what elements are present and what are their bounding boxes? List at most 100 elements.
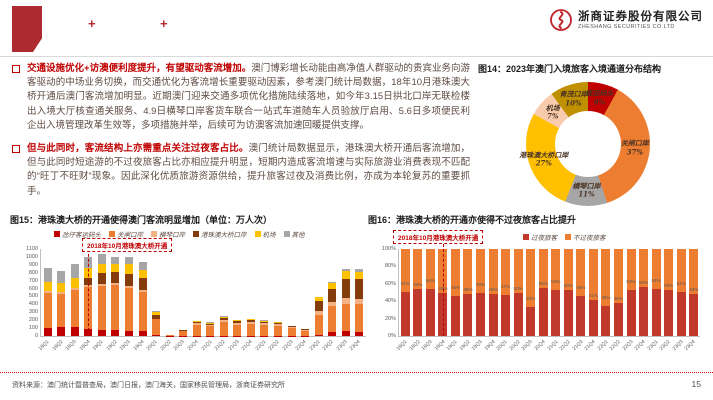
bar-segment	[488, 294, 498, 336]
y-axis-tick-label: 0%	[388, 333, 396, 339]
legend-swatch-icon	[283, 231, 290, 237]
bar-segment	[563, 289, 573, 336]
x-axis-tick-label: 22Q3	[621, 339, 635, 352]
data-label: 46%	[450, 284, 461, 290]
bar-segment	[219, 318, 228, 320]
bar-segment	[111, 272, 120, 283]
bar-segment	[70, 288, 79, 291]
data-label: 51%	[400, 280, 410, 286]
bar-segment	[57, 293, 66, 327]
bullet-1-lead: 交通设施优化+访澳便利度提升，有望驱动客流增加。	[27, 63, 252, 74]
figure-16-panel: 图16：港珠澳大桥的开通亦使得不过夜旅客占比提升 过夜旅客 不过夜旅客 0% 20%…	[368, 213, 708, 371]
bar-segment	[341, 297, 350, 304]
legend-label: 其他	[291, 231, 305, 239]
bar-segment	[111, 256, 120, 264]
bar-segment	[273, 322, 282, 323]
bar-segment	[125, 285, 134, 288]
body-text-block: 交通设施优化+访澳便利度提升，有望驱动客流增加。澳门博彩增长动能由高净值人群驱动…	[12, 62, 470, 208]
y-axis-tick-label: 600	[28, 285, 38, 292]
y-axis-tick-label: 60%	[384, 280, 396, 287]
bar-segment	[287, 327, 296, 329]
x-axis-tick-label: 19Q2	[105, 339, 119, 352]
pie-slice-label: 港珠澳大桥口岸 27%	[519, 150, 569, 168]
stacked-bar-18Q2	[57, 270, 66, 336]
bar-segment	[676, 249, 686, 292]
bar-segment	[513, 249, 523, 293]
x-axis-tick-label: 18Q2	[51, 339, 65, 352]
legend-item: 关闸口岸	[109, 229, 143, 239]
bar-segment	[526, 307, 536, 336]
x-axis-tick-label: 21Q3	[227, 339, 241, 352]
bar-segment	[301, 329, 310, 331]
figure-16-legend: 过夜旅客 不过夜旅客	[523, 232, 606, 242]
bar-segment	[70, 290, 79, 327]
bar-segment	[538, 288, 548, 336]
company-name-en: ZHESHANG SECURITIES CO.LTD	[578, 23, 675, 30]
x-axis-tick-label: 18Q2	[408, 339, 422, 352]
bar-segment	[138, 289, 147, 292]
bar-segment	[125, 330, 134, 336]
bar-segment	[676, 291, 686, 336]
stacked-bar-23Q3	[341, 268, 350, 336]
source-note: 资料来源：澳门统计暨普查局，澳门日报，澳门海关，国家移民管理局，浙商证券研究所	[12, 382, 285, 389]
legend-item: 过夜旅客	[523, 232, 557, 242]
bar-segment	[355, 331, 364, 336]
bar-segment	[57, 291, 66, 294]
bar-segment	[328, 282, 337, 284]
stacked-bar-23Q1	[651, 249, 661, 336]
bar-segment	[355, 304, 364, 332]
bar-segment	[233, 320, 242, 322]
bridge-opening-annotation-line	[442, 239, 444, 336]
bar-segment	[219, 316, 228, 319]
data-label: 33%	[526, 296, 536, 302]
pie-slice-label: 机场 7%	[545, 103, 560, 121]
data-label: 41%	[588, 293, 598, 299]
x-axis-tick-label: 18Q4	[78, 339, 92, 352]
legend-label: 机场	[262, 231, 276, 239]
bar-segment	[57, 270, 66, 283]
x-axis-tick-label: 21Q1	[200, 339, 213, 352]
y-axis-tick-label: 20%	[384, 315, 396, 322]
bar-segment	[97, 263, 106, 273]
stacked-bar-22Q2	[613, 249, 623, 336]
stacked-bar-20Q2	[165, 334, 174, 336]
x-axis-tick-label: 19Q4	[483, 339, 497, 352]
x-axis-tick-label: 20Q1	[145, 339, 159, 352]
header-divider	[0, 56, 713, 57]
bar-segment	[111, 330, 120, 336]
bar-segment	[152, 318, 161, 320]
bar-segment	[152, 334, 161, 336]
x-axis-tick-label: 19Q1	[91, 339, 105, 352]
legend-swatch-icon	[54, 231, 60, 237]
bar-segment	[273, 322, 282, 325]
bar-segment	[328, 301, 337, 307]
bar-segment	[70, 277, 79, 289]
bar-segment	[488, 249, 498, 295]
bullet-2-body: 澳门统计局数据显示，港珠澳大桥开通后客流增加，但与此同时短途游的不过夜旅客占比亦…	[27, 143, 470, 197]
stacked-bar-19Q2	[463, 249, 473, 336]
stacked-bar-21Q4	[246, 318, 255, 336]
stacked-bar-21Q4	[588, 249, 598, 336]
x-axis-tick-label: 21Q4	[240, 339, 254, 352]
bar-segment	[314, 335, 323, 336]
stacked-bar-19Q1	[97, 254, 106, 336]
legend-label: 港珠澳大桥口岸	[201, 231, 247, 239]
pie-slice-label: 客运码头 8%	[585, 88, 614, 107]
bar-segment	[563, 249, 573, 290]
y-axis-tick-label: 100%	[381, 246, 396, 252]
bar-segment	[219, 322, 228, 336]
bar-segment	[125, 273, 134, 286]
pie-slice-label: 青茂口岸 10%	[559, 89, 588, 108]
bar-segment	[246, 323, 255, 336]
data-label: 54%	[413, 282, 423, 288]
bar-segment	[273, 325, 282, 336]
bar-segment	[192, 324, 201, 336]
x-axis-tick-label: 22Q4	[633, 339, 647, 352]
stacked-bar-23Q2	[328, 282, 337, 336]
bar-segment	[314, 297, 323, 301]
x-axis-tick-label: 23Q3	[671, 339, 685, 352]
stacked-bar-21Q2	[563, 249, 573, 336]
bar-segment	[476, 293, 486, 336]
bar-segment	[125, 264, 134, 274]
bar-segment	[501, 295, 511, 336]
